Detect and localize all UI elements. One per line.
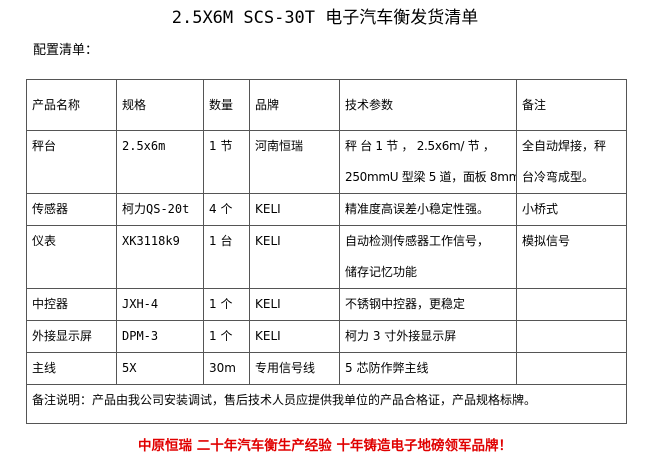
table-row: 中控器 JXH-4 1 个 KELI 不锈钢中控器，更稳定 — [26, 288, 627, 321]
product-name: 外接显示屏 — [26, 320, 117, 353]
table-header-row: 产品名称 规格 数量 品牌 技术参数 备注 — [26, 79, 627, 131]
spec: DPM-3 — [116, 320, 204, 353]
product-name: 中控器 — [26, 288, 117, 321]
remark — [516, 288, 627, 321]
spec: 5X — [116, 352, 204, 385]
table-row: 秤台 2.5x6m 1 节 河南恒瑞 秤 台 1 节 ， 2.5x6m/ 节 ，… — [26, 130, 627, 194]
brand: KELI — [249, 193, 340, 226]
brand: 河南恒瑞 — [249, 130, 340, 194]
product-name: 主线 — [26, 352, 117, 385]
config-list-label: 配置清单： — [33, 43, 99, 58]
quantity: 1 个 — [203, 320, 250, 353]
tech-params: 不锈钢中控器，更稳定 — [339, 288, 517, 321]
document-title: 2.5X6M SCS-30T 电子汽车衡发货清单 — [171, 8, 479, 28]
tech-params: 自动检测传感器工作信号， 储存记忆功能 — [339, 225, 517, 289]
remark — [516, 320, 627, 353]
spec: XK3118k9 — [116, 225, 204, 289]
quantity: 1 节 — [203, 130, 250, 194]
table-row: 外接显示屏 DPM-3 1 个 KELI 柯力 3 寸外接显示屏 — [26, 320, 627, 353]
spec: JXH-4 — [116, 288, 204, 321]
quantity: 1 个 — [203, 288, 250, 321]
note-row: 备注说明：产品由我公司安装调试，售后技术人员应提供我单位的产品合格证，产品规格标… — [26, 384, 627, 424]
header-cell: 规格 — [116, 79, 204, 131]
tech-params: 精准度高误差小稳定性强。 — [339, 193, 517, 226]
config-table: 产品名称 规格 数量 品牌 技术参数 备注 秤台 2.5x6m 1 节 河南恒瑞… — [26, 79, 627, 424]
header-cell: 数量 — [203, 79, 250, 131]
remark: 小桥式 — [516, 193, 627, 226]
footer-slogan: 中原恒瑞 二十年汽车衡生产经验 十年铸造电子地磅领军品牌！ — [138, 438, 512, 454]
spec: 柯力QS-20t — [116, 193, 204, 226]
quantity: 4 个 — [203, 193, 250, 226]
quantity: 30m — [203, 352, 250, 385]
brand: KELI — [249, 288, 340, 321]
header-cell: 技术参数 — [339, 79, 517, 131]
remark — [516, 352, 627, 385]
header-cell: 备注 — [516, 79, 627, 131]
table-row: 传感器 柯力QS-20t 4 个 KELI 精准度高误差小稳定性强。 小桥式 — [26, 193, 627, 226]
product-name: 传感器 — [26, 193, 117, 226]
product-name: 秤台 — [26, 130, 117, 194]
product-name: 仪表 — [26, 225, 117, 289]
remark: 模拟信号 — [516, 225, 627, 289]
brand: KELI — [249, 225, 340, 289]
table-row: 仪表 XK3118k9 1 台 KELI 自动检测传感器工作信号， 储存记忆功能 … — [26, 225, 627, 289]
table-row: 主线 5X 30m 专用信号线 5 芯防作弊主线 — [26, 352, 627, 385]
brand: KELI — [249, 320, 340, 353]
document: 2.5X6M SCS-30T 电子汽车衡发货清单 配置清单： 产品名称 规格 数… — [26, 8, 627, 454]
tech-params: 柯力 3 寸外接显示屏 — [339, 320, 517, 353]
remark: 全自动焊接，秤 台冷弯成型。 — [516, 130, 627, 194]
tech-params: 秤 台 1 节 ， 2.5x6m/ 节 ， 250mmU 型梁 5 道，面板 8m… — [339, 130, 517, 194]
quantity: 1 台 — [203, 225, 250, 289]
header-cell: 品牌 — [249, 79, 340, 131]
header-cell: 产品名称 — [26, 79, 117, 131]
brand: 专用信号线 — [249, 352, 340, 385]
spec: 2.5x6m — [116, 130, 204, 194]
note-text: 备注说明：产品由我公司安装调试，售后技术人员应提供我单位的产品合格证，产品规格标… — [26, 384, 627, 424]
tech-params: 5 芯防作弊主线 — [339, 352, 517, 385]
